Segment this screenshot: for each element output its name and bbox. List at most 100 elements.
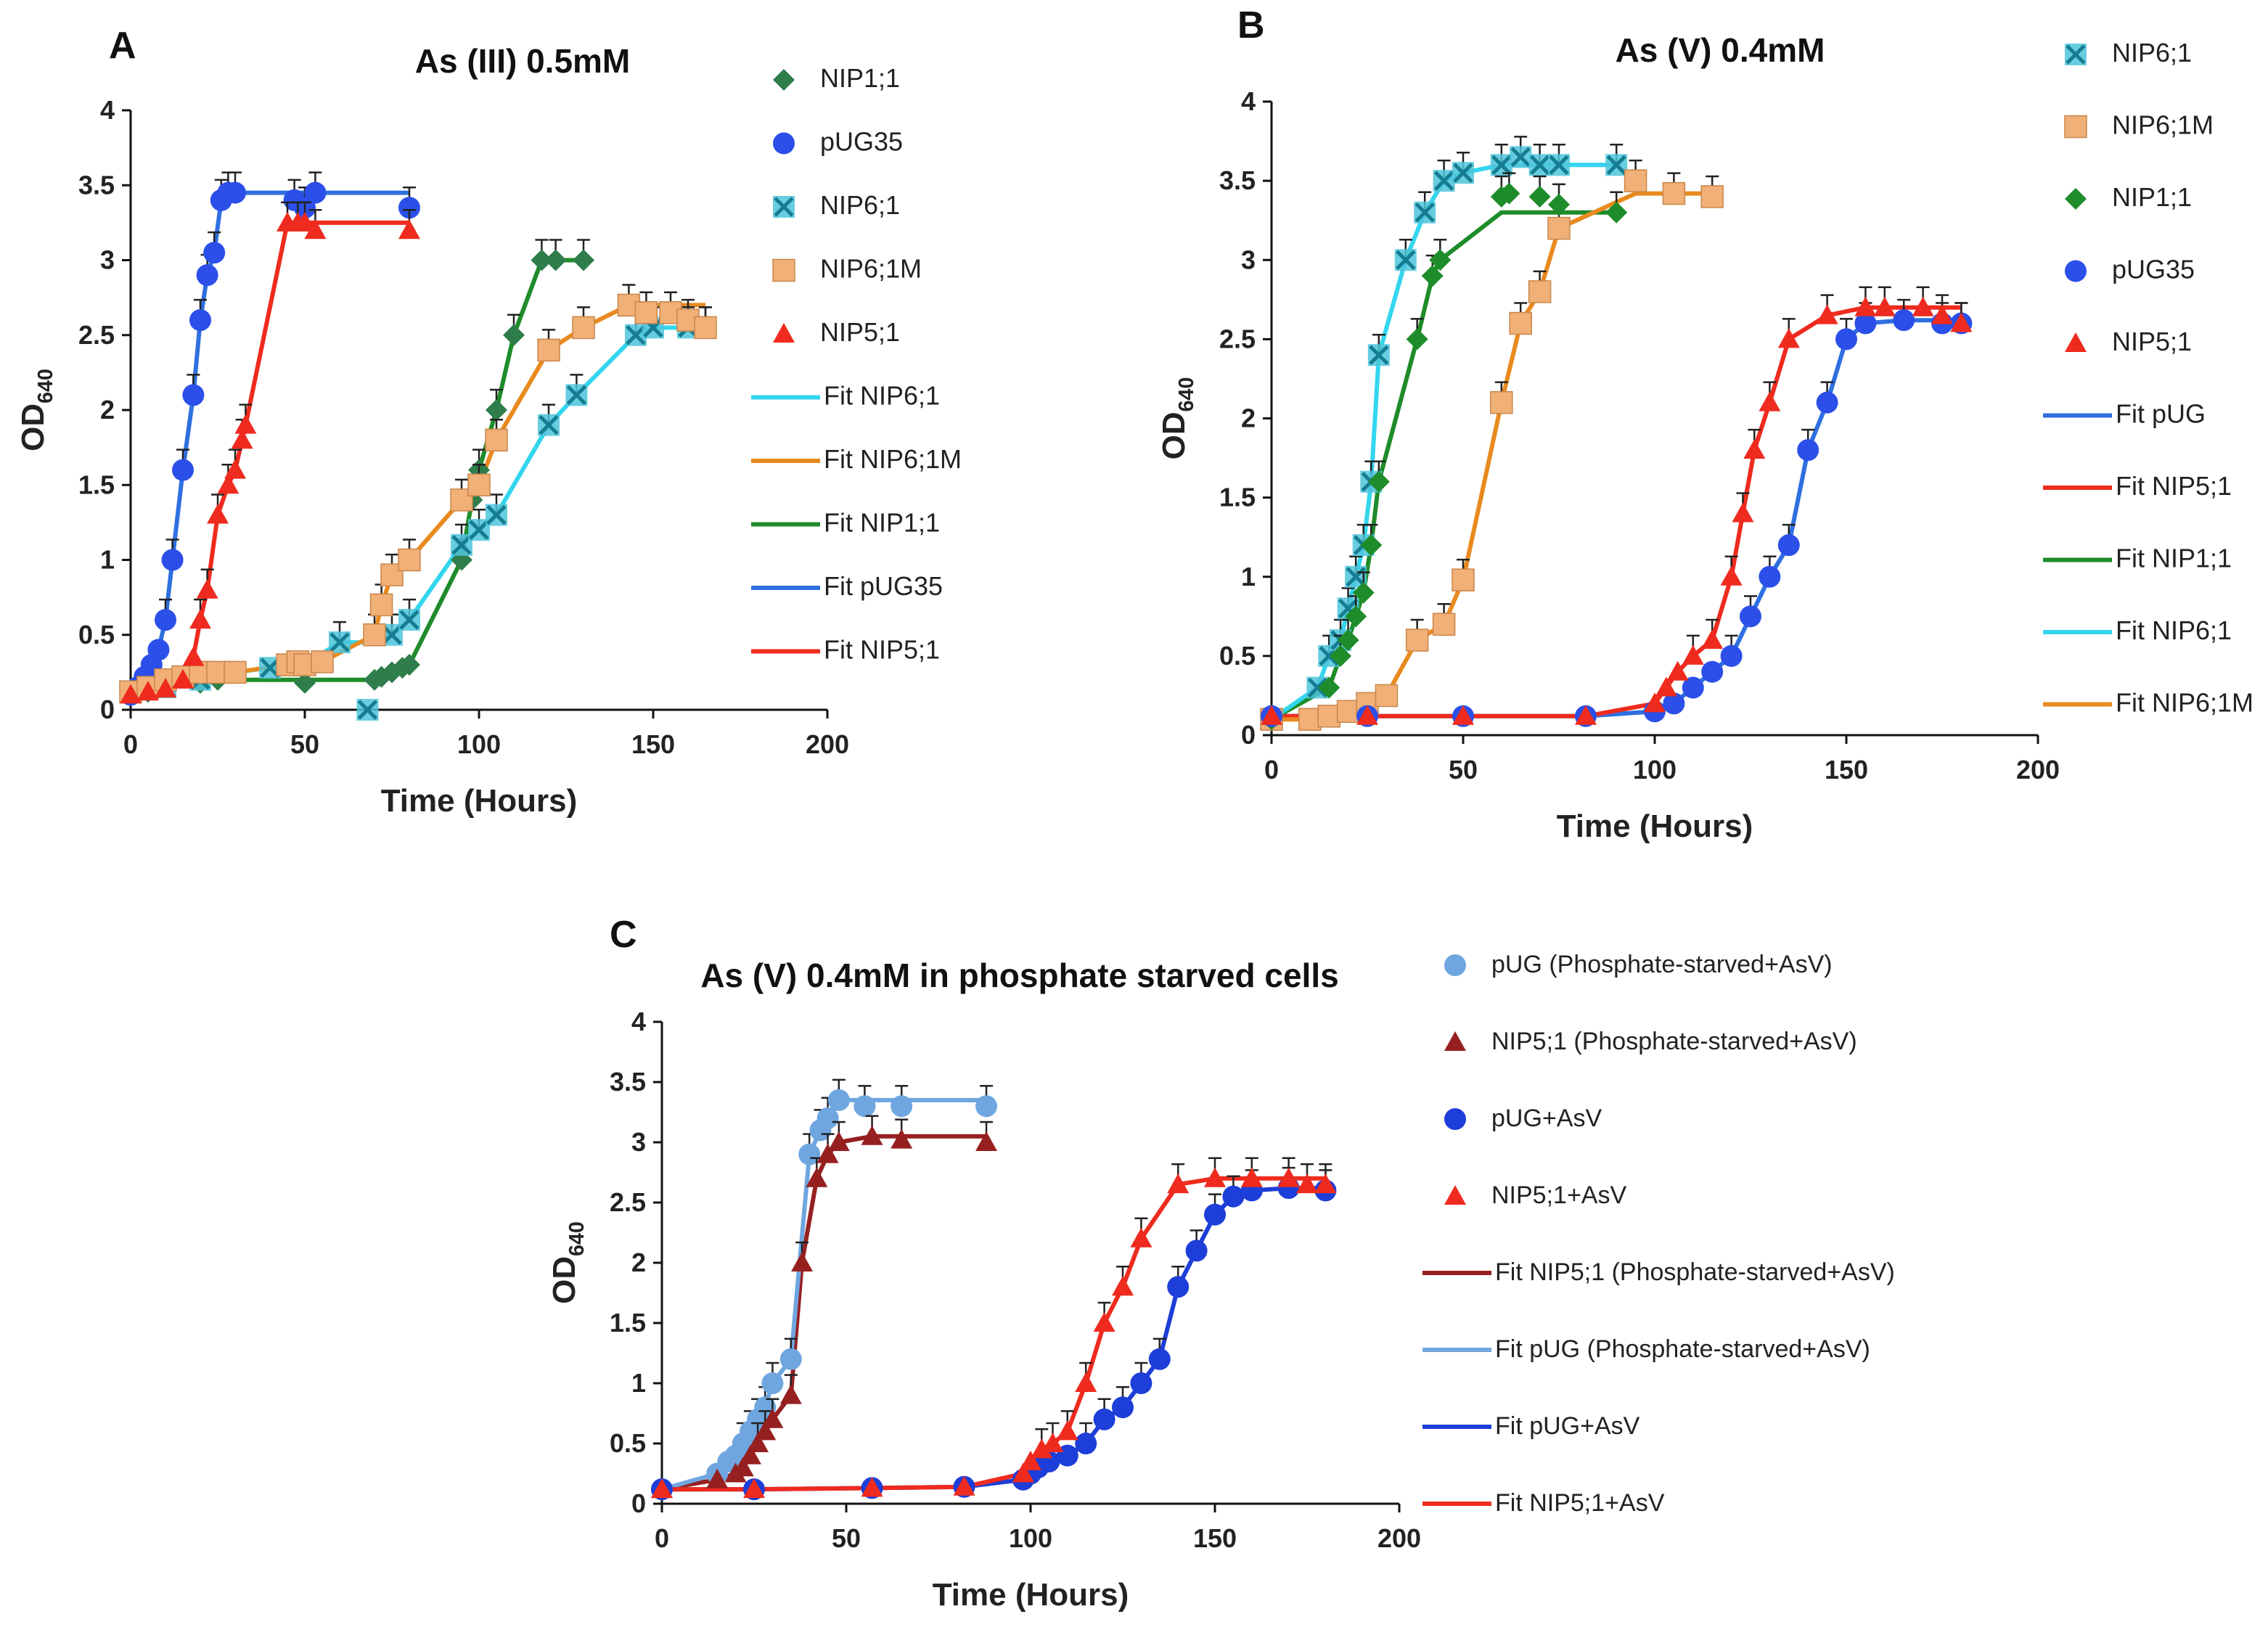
data-point: [1041, 1433, 1064, 1452]
data-point: [1644, 692, 1666, 713]
data-point: [231, 429, 253, 449]
data-point: [1528, 185, 1551, 208]
y-axis-label-sub: 640: [1175, 377, 1198, 412]
y-tick-label: 1: [1241, 562, 1256, 591]
data-point: [1394, 249, 1417, 271]
fit-line-fit-nip1-1: [1270, 210, 1617, 721]
data-point: [304, 219, 327, 239]
data-point: [1222, 1185, 1245, 1208]
data-point: [120, 684, 142, 704]
legend: NIP6;1 NIP6;1M NIP1;1 pUG35 NIP5;1 Fit pUG Fit…: [2043, 38, 2253, 718]
legend-marker: [2065, 188, 2087, 210]
data-point: [155, 609, 176, 631]
y-tick-label: 4: [631, 1007, 646, 1036]
data-point: [294, 671, 316, 694]
y-axis-label-sub: 640: [565, 1221, 589, 1256]
data-point: [816, 1143, 839, 1163]
x-tick-label: 200: [806, 729, 849, 759]
data-point: [1317, 705, 1340, 728]
data-point: [329, 631, 351, 654]
panel-c: C As (V) 0.4mM in phosphate starved cells…: [546, 914, 1895, 1613]
y-axis-label-sub: 640: [34, 369, 57, 404]
y-tick-label: 4: [1241, 86, 1256, 116]
legend-marker: [773, 323, 795, 343]
y-tick-label: 2: [100, 395, 115, 425]
y-axis-label-main: OD: [546, 1256, 582, 1304]
data-point: [189, 609, 211, 629]
x-tick-label: 200: [2016, 755, 2060, 785]
y-axis-label: OD640: [546, 1221, 589, 1304]
legend-label: Fit NIP5;1: [824, 635, 940, 665]
legend-marker: [2065, 44, 2087, 65]
legend-label: NIP5;1+AsV: [1491, 1181, 1626, 1209]
y-axis-label: OD640: [1156, 377, 1198, 460]
data-point: [816, 1107, 839, 1129]
data-point: [1950, 312, 1973, 332]
legend-marker: [2065, 260, 2087, 282]
data-point: [182, 384, 205, 406]
data-point: [182, 646, 205, 666]
data-point: [155, 678, 176, 698]
data-point: [1732, 502, 1754, 523]
fit-line-fit-nip5-1-phosphate-starved-asv: [661, 1134, 986, 1492]
data-point: [1093, 1408, 1115, 1430]
legend-label: Fit NIP5;1: [2116, 471, 2232, 501]
y-tick-label: 0.5: [610, 1428, 646, 1458]
data-point: [1682, 644, 1704, 665]
data-point: [891, 1095, 913, 1118]
data-point: [1490, 390, 1513, 414]
data-point: [747, 1433, 769, 1452]
legend-marker: [2064, 115, 2087, 139]
data-point: [294, 211, 316, 232]
data-point: [651, 1478, 673, 1499]
data-point: [1510, 146, 1532, 168]
data-point: [891, 1129, 913, 1149]
panel-label: C: [610, 914, 637, 956]
data-point: [1432, 613, 1456, 636]
data-point: [761, 1408, 784, 1428]
data-point: [1433, 170, 1455, 192]
data-point: [1797, 439, 1819, 462]
x-tick-label: 200: [1377, 1523, 1421, 1553]
data-point: [1700, 185, 1724, 208]
legend-label: pUG35: [2112, 255, 2195, 284]
data-point: [1421, 265, 1444, 287]
data-point: [207, 504, 229, 524]
data-point: [1528, 280, 1552, 303]
data-point: [356, 699, 379, 721]
legend-label: NIP6;1: [820, 190, 900, 220]
data-point: [743, 1478, 765, 1499]
x-tick-label: 150: [1193, 1523, 1237, 1553]
x-tick-label: 0: [123, 729, 138, 759]
legend-marker: [1444, 1031, 1466, 1051]
x-axis-label: Time (Hours): [933, 1577, 1129, 1613]
data-point: [853, 1095, 876, 1118]
x-tick-label: 150: [1825, 755, 1868, 785]
data-point: [565, 384, 588, 406]
data-point: [1490, 154, 1512, 176]
data-point: [1452, 568, 1475, 591]
data-point: [398, 197, 420, 219]
data-point: [706, 1468, 729, 1488]
data-point: [234, 414, 257, 434]
legend-marker: [773, 69, 795, 91]
data-point: [398, 609, 420, 631]
data-point: [1701, 660, 1724, 683]
data-point: [1261, 705, 1282, 725]
y-tick-label: 1: [631, 1368, 646, 1398]
y-tick-label: 3.5: [610, 1067, 646, 1097]
data-point: [398, 219, 420, 239]
data-point: [1204, 1203, 1226, 1226]
legend-label: Fit NIP5;1 (Phosphate-starved+AsV): [1495, 1258, 1895, 1286]
data-point: [1605, 154, 1628, 176]
data-point: [172, 459, 194, 481]
data-point: [1854, 312, 1877, 335]
y-tick-label: 0.5: [78, 620, 115, 650]
y-tick-label: 3: [1241, 245, 1256, 274]
legend-label: NIP6;1M: [820, 254, 922, 284]
x-tick-label: 100: [457, 729, 501, 759]
data-point: [1854, 296, 1877, 316]
y-tick-label: 4: [100, 95, 115, 125]
legend-label: NIP1;1: [2112, 182, 2192, 212]
